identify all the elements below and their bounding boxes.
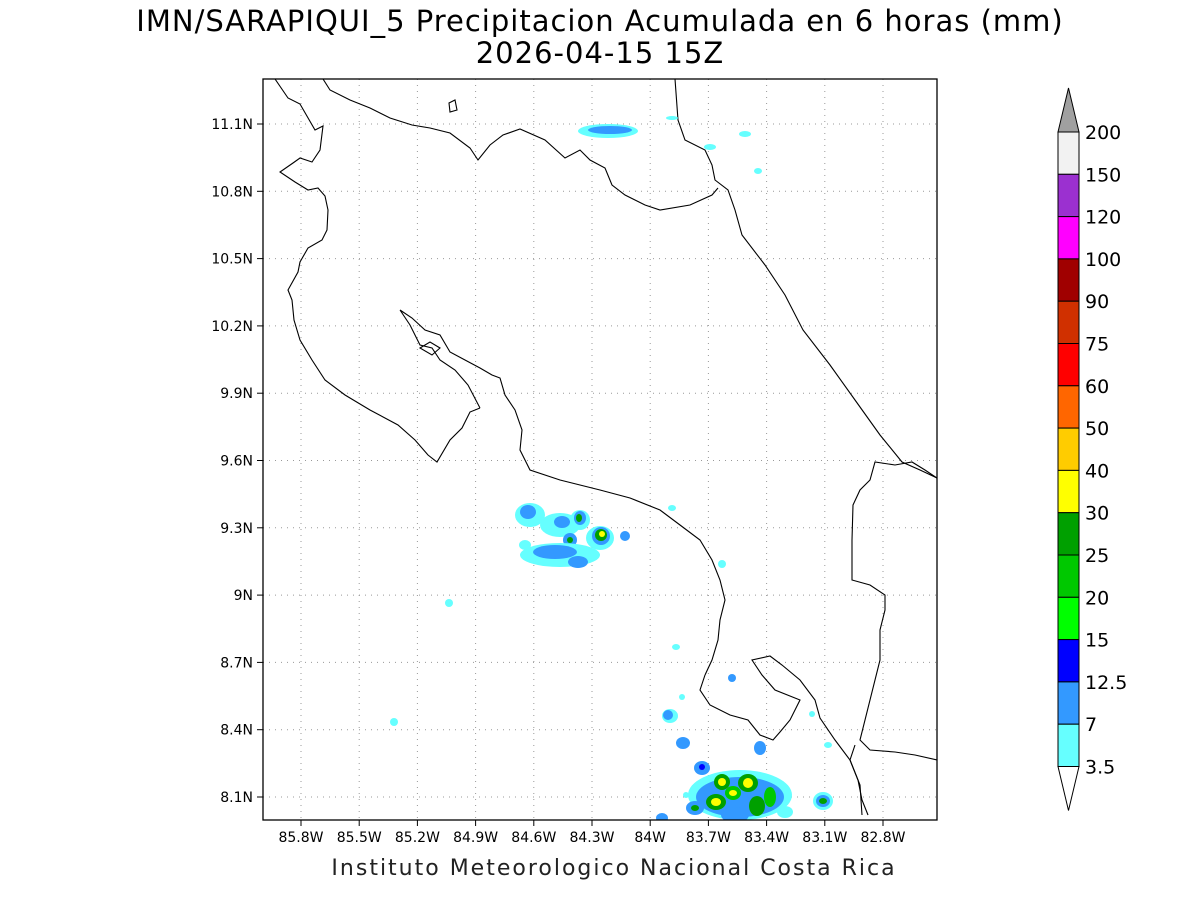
- lon-tick-label: 85.5W: [337, 830, 382, 846]
- lon-tick-label: 84W: [634, 830, 666, 846]
- colorbar-label: 30: [1085, 503, 1109, 525]
- lat-tick-label: 9.6N: [220, 454, 253, 470]
- colorbar-label: 100: [1085, 249, 1121, 271]
- lat-tick-label: 8.7N: [220, 655, 253, 671]
- precipitation-colorbar: 200 150 120 100 90 75 60 50 40 30 25 20 15 12.5 7 3.5: [1057, 87, 1127, 811]
- longitude-axis: 85.8W 85.5W 85.2W 84.9W 84.6W 84.3W 84W 83.7W 83…: [278, 820, 906, 846]
- lat-tick-label: 10.5N: [211, 252, 253, 268]
- lon-tick-label: 84.6W: [511, 830, 556, 846]
- colorbar-label: 60: [1085, 376, 1109, 398]
- colorbar-swatch: [1057, 681, 1080, 725]
- colorbar-swatch: [1057, 639, 1080, 683]
- rain-cell-north: [578, 116, 762, 174]
- lon-tick-label: 85.8W: [278, 830, 323, 846]
- nicaragua-pacific-coast: [274, 79, 481, 463]
- colorbar-swatch: [1057, 469, 1080, 514]
- colorbar-swatch: [1057, 258, 1080, 302]
- lat-tick-label: 10.8N: [211, 184, 253, 200]
- lat-tick-label: 11.1N: [211, 117, 253, 133]
- colorbar-label: 50: [1085, 418, 1109, 440]
- colorbar-over-arrow: [1057, 87, 1080, 133]
- lat-tick-label: 9N: [234, 588, 253, 604]
- colorbar-label: 15: [1085, 630, 1109, 652]
- coastline-borders: [274, 79, 937, 816]
- lon-tick-label: 84.9W: [453, 830, 498, 846]
- lon-tick-label: 85.2W: [395, 830, 440, 846]
- lon-tick-label: 82.8W: [860, 830, 905, 846]
- colorbar-label: 120: [1085, 207, 1121, 229]
- colorbar-label: 3.5: [1085, 757, 1115, 779]
- map-title: IMN/SARAPIQUI_5 Precipitacion Acumulada …: [136, 4, 1064, 38]
- colorbar-swatch: [1057, 723, 1080, 768]
- colorbar-swatch: [1057, 131, 1080, 175]
- lat-tick-label: 10.2N: [211, 319, 253, 335]
- colorbar-label: 20: [1085, 587, 1109, 609]
- lat-tick-label: 8.1N: [220, 790, 253, 806]
- lake-island: [448, 99, 458, 113]
- lat-tick-label: 9.3N: [220, 521, 253, 537]
- lon-tick-label: 83.7W: [686, 830, 731, 846]
- colorbar-label: 90: [1085, 291, 1109, 313]
- colorbar-swatch: [1057, 596, 1080, 641]
- colorbar-label: 12.5: [1085, 672, 1127, 694]
- precipitation-field: [390, 116, 833, 820]
- lat-tick-label: 9.9N: [220, 386, 253, 402]
- lon-tick-label: 83.4W: [744, 830, 789, 846]
- caribbean-coast: [674, 79, 937, 479]
- osa-peninsula-coast: [699, 655, 863, 816]
- lon-tick-label: 84.3W: [569, 830, 614, 846]
- colorbar-label: 200: [1085, 122, 1121, 144]
- lat-tick-label: 8.4N: [220, 723, 253, 739]
- colorbar-swatch: [1057, 385, 1080, 429]
- colorbar-label: 40: [1085, 460, 1109, 482]
- nicoya-gulf-coast: [399, 309, 726, 676]
- colorbar-label: 150: [1085, 164, 1121, 186]
- map-frame: [262, 78, 938, 821]
- nicaragua-costa-rica-border: [322, 79, 719, 211]
- map-datetime: 2026-04-15 15Z: [475, 36, 725, 70]
- rain-cell-south: [656, 709, 833, 820]
- lon-tick-label: 83.1W: [802, 830, 847, 846]
- colorbar-label: 7: [1085, 714, 1097, 736]
- colorbar-swatch: [1057, 427, 1080, 471]
- credit-footer: Instituto Meteorologico Nacional Costa R…: [331, 856, 897, 881]
- panama-border: [851, 461, 937, 761]
- colorbar-swatch: [1057, 300, 1080, 345]
- colorbar-swatch: [1057, 554, 1080, 598]
- rain-cell-central: [390, 503, 832, 748]
- colorbar-swatch: [1057, 512, 1080, 556]
- map-panel: [263, 79, 937, 820]
- latitude-axis: 11.1N 10.8N 10.5N 10.2N 9.9N 9.6N 9.3N 9N 8.7N 8.…: [211, 117, 263, 806]
- colorbar-label: 75: [1085, 334, 1109, 356]
- chira-island: [418, 341, 441, 356]
- colorbar-label: 25: [1085, 545, 1109, 567]
- colorbar-under-arrow: [1057, 766, 1080, 811]
- colorbar-swatch: [1057, 343, 1080, 387]
- colorbar-swatch: [1057, 173, 1080, 218]
- colorbar-swatch: [1057, 216, 1080, 260]
- golfito-coast: [849, 744, 869, 816]
